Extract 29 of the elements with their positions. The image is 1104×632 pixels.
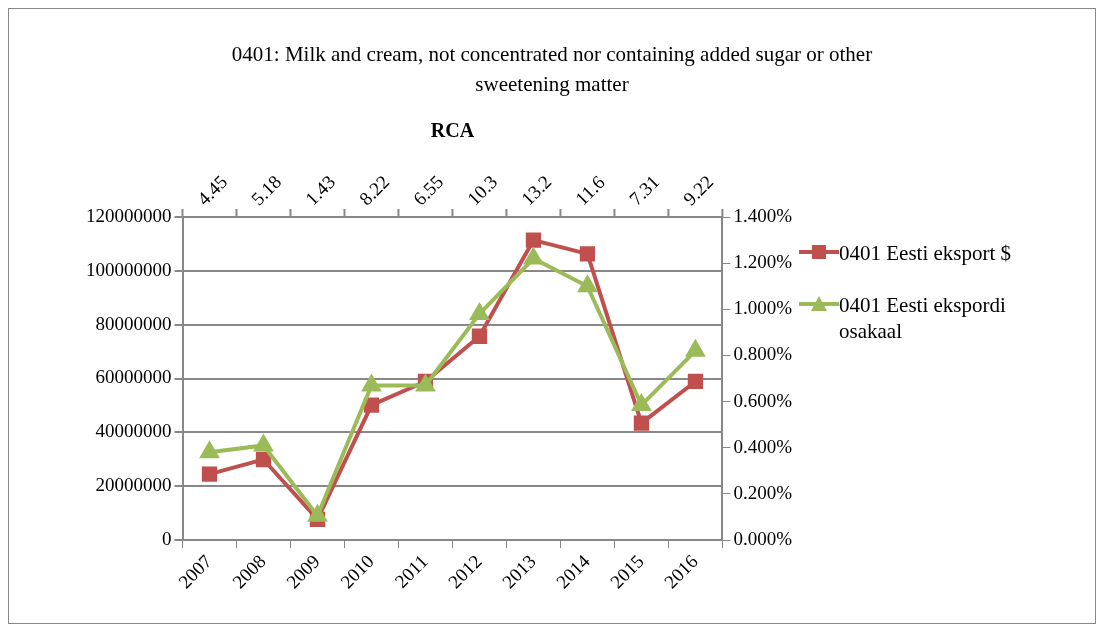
y-tick-label: 60000000 [95,366,172,388]
y2-tick-label: 0.600% [733,389,793,411]
legend-label: 0401 Eesti eksport $ [839,240,1012,266]
text: 10.3 [462,170,502,210]
text: 13.2 [516,170,556,210]
text: 4.45 [193,170,232,210]
legend-label: 0401 Eesti ekspordi osakaal [839,292,1007,344]
y2-tick-label: 1.000% [733,297,793,319]
y2-tick-label: 0.200% [733,481,793,503]
text: 5.18 [246,170,286,210]
text: 11.6 [570,171,609,210]
y-tick-label: 100000000 [86,258,172,280]
text: 8.22 [354,170,394,210]
text: 6.55 [408,170,448,210]
y2-tick-label: 0.000% [733,527,793,549]
text: 7.31 [624,170,664,210]
y-tick-label: 0 [162,527,172,549]
y2-tick-label: 1.200% [733,251,793,273]
y-tick-label: 40000000 [95,420,172,442]
y2-tick-label: 0.800% [733,343,793,365]
text: 1.43 [300,170,340,210]
y2-tick-label: 1.400% [733,204,793,226]
text: 9.22 [678,170,718,210]
y2-tick-label: 0.400% [733,435,793,457]
y-tick-label: 20000000 [95,474,172,496]
y-tick-label: 80000000 [95,312,172,334]
chart-title: 0401: Milk and cream, not concentrated nor containing added sugar or other sweetening matter [230,41,874,98]
x2-axis-title: RCA [430,119,475,141]
y-tick-label: 120000000 [86,204,172,226]
